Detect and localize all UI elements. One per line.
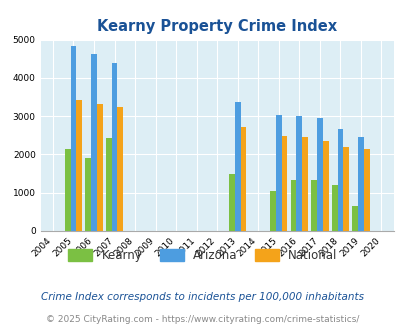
Bar [316,118,322,231]
Bar [331,185,337,231]
Text: Crime Index corresponds to incidents per 100,000 inhabitants: Crime Index corresponds to incidents per… [41,292,364,302]
Bar [240,127,246,231]
Bar [343,147,348,231]
Bar [70,47,76,231]
Bar [91,54,97,231]
Bar [281,136,287,231]
Bar [65,149,70,231]
Bar [296,116,301,231]
Bar [111,63,117,231]
Bar [85,158,91,231]
Bar [97,104,102,231]
Bar [234,102,240,231]
Text: © 2025 CityRating.com - https://www.cityrating.com/crime-statistics/: © 2025 CityRating.com - https://www.city… [46,315,359,324]
Bar [337,129,343,231]
Bar [270,191,275,231]
Bar [106,138,111,231]
Bar [290,180,296,231]
Bar [322,141,328,231]
Bar [357,137,363,231]
Bar [275,115,281,231]
Legend: Kearny, Arizona, National: Kearny, Arizona, National [64,244,341,266]
Bar [76,100,82,231]
Bar [311,180,316,231]
Bar [352,206,357,231]
Bar [228,174,234,231]
Bar [117,107,123,231]
Bar [301,137,307,231]
Title: Kearny Property Crime Index: Kearny Property Crime Index [97,19,337,34]
Bar [363,149,369,231]
